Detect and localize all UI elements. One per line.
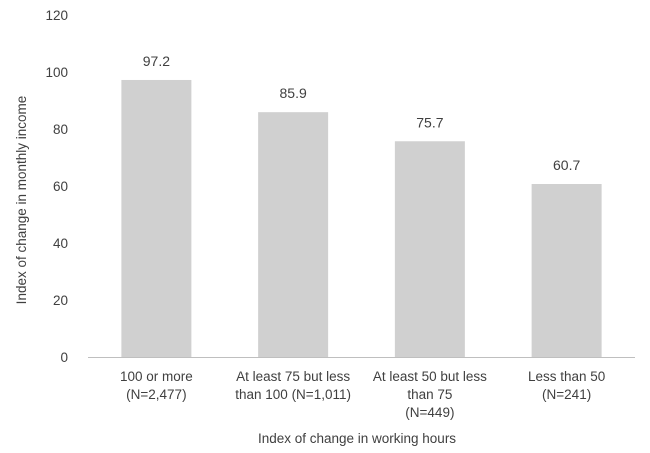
bar: [531, 184, 602, 357]
bar: [258, 112, 329, 357]
category-label-line: (N=241): [542, 387, 591, 402]
y-tick-label: 60: [53, 179, 68, 194]
bar: [121, 79, 192, 357]
y-tick-label: 80: [53, 122, 68, 137]
bars: [121, 79, 602, 357]
y-tick-label: 40: [53, 236, 68, 251]
data-label: 60.7: [553, 157, 580, 173]
y-axis-title: Index of change in monthly income: [14, 96, 29, 305]
data-label: 85.9: [280, 85, 307, 101]
category-label-line: 100 or more: [120, 369, 193, 384]
category-label: At least 50 but less than 75 (N=449): [373, 369, 487, 420]
y-tick-label: 120: [45, 8, 68, 23]
data-labels: 97.2 85.9 75.7 60.7: [143, 53, 581, 173]
category-label-line: At least 50 but less: [373, 369, 487, 384]
category-label: At least 75 but less than 100 (N=1,011): [235, 369, 351, 402]
category-label-line: than 100 (N=1,011): [235, 387, 351, 402]
category-label-line: (N=2,477): [126, 387, 186, 402]
category-label-line: (N=449): [405, 405, 454, 420]
category-labels: 100 or more (N=2,477) At least 75 but less…: [120, 369, 605, 420]
data-label: 97.2: [143, 53, 170, 69]
category-label-line: Less than 50: [528, 369, 605, 384]
y-tick-label: 20: [53, 293, 68, 308]
y-tick-label: 100: [45, 65, 68, 80]
category-label: Less than 50 (N=241): [528, 369, 605, 402]
data-label: 75.7: [416, 114, 443, 130]
bar: [394, 141, 465, 357]
category-label-line: than 75: [407, 387, 452, 402]
y-tick-label: 0: [60, 350, 68, 365]
y-axis-ticks: 0 20 40 60 80 100 120: [45, 8, 68, 365]
category-label-line: At least 75 but less: [236, 369, 350, 384]
category-label: 100 or more (N=2,477): [120, 369, 193, 402]
x-axis-title: Index of change in working hours: [258, 431, 456, 446]
